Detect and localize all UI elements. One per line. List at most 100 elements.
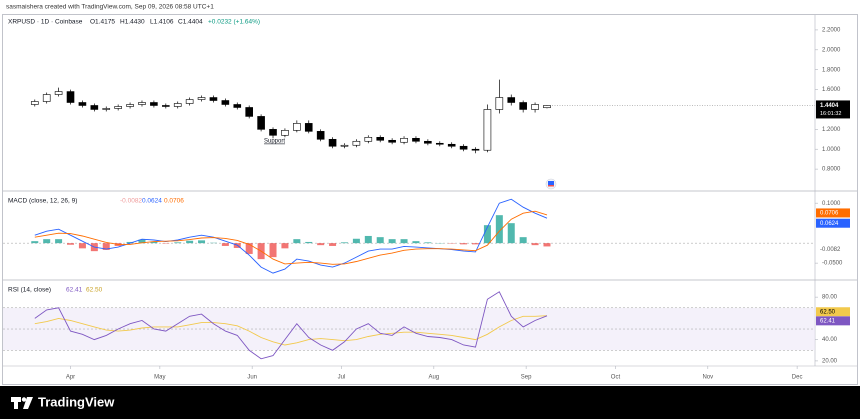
histogram-bar [67,243,75,245]
brand: TradingView [38,394,115,409]
legend-change: +0.0232 (+1.64%) [208,19,260,26]
candle-body [304,123,313,132]
candle-body [42,94,51,102]
histogram-bar [245,243,253,254]
candle-body [78,102,87,106]
histogram-bar [78,243,86,249]
histogram-bar [495,215,503,244]
footer-bar [0,386,860,419]
histogram-bar [43,239,51,244]
histogram-bar [31,241,39,244]
y-tick-label: 0.1000 [822,201,841,207]
candle-body [102,108,111,110]
legend-open: O1.4175 [90,19,115,26]
candle-body [412,137,420,142]
logo-part [23,397,33,409]
candle-body [173,103,182,107]
macd-title: MACD (close, 12, 26, 9) [8,198,77,205]
candle-body [340,144,349,147]
candle-body [519,102,527,110]
rsi-title: RSI (14, close) [8,287,51,294]
candle-body [197,97,206,100]
rsi-ma-tag-bg [816,307,850,317]
candle-body [281,130,289,136]
histogram-bar [186,240,194,244]
histogram-bar [352,238,360,244]
candle-body [114,106,122,109]
candle-body [388,139,396,143]
candle-body [531,104,539,110]
candle-body [459,145,468,150]
logo-part [21,397,27,402]
candle-body [543,105,551,109]
candle-body [209,97,218,101]
candle-body [54,91,63,95]
rsi-ma-legend-value: 62.50 [86,287,103,294]
symbol-title: XRPUSD · 1D · Coinbase [8,19,83,26]
rsi-line [34,291,548,360]
macd-tag-bg [816,218,850,228]
legend-low: L1.4106 [150,19,174,26]
histogram-bar [281,243,289,249]
histogram-bar [317,243,325,246]
histogram-bar [174,242,182,244]
histogram-bar [150,241,158,244]
histogram-bar [519,237,527,244]
candle-body [352,140,361,146]
y-tick-label: 0.8000 [822,167,841,173]
histogram-bar [364,235,372,244]
y-tick-label: 1.0000 [822,147,841,153]
histogram-bar [483,225,491,244]
candle-body [364,137,373,142]
rsi-legend-value: 62.41 [66,287,83,294]
candle-body [328,138,337,147]
histogram-bar [293,239,301,244]
rsi-tag-bg [816,316,850,326]
y-tick-label: 2.2000 [822,27,841,33]
histogram-bar [543,243,551,247]
x-tick-label: Jun [247,375,257,381]
histogram-bar [198,240,206,244]
histogram-tag: -0.0082 [820,247,841,253]
candle-body [269,129,277,136]
histogram-bar [55,239,63,244]
histogram-bar [269,243,277,258]
signal-tag: 0.0706 [820,211,839,217]
countdown: 16:01:32 [820,111,841,117]
candle-body [185,99,194,104]
logo-part [14,397,18,409]
candle-body [138,102,146,105]
histogram-bar [221,243,229,246]
x-tick-label: May [154,375,165,381]
histogram-bar [472,243,480,245]
histogram-bar [102,243,110,250]
candle-body [424,140,432,144]
y-tick-label: -0.0500 [822,261,843,267]
histogram-bar [388,239,396,244]
candle-body [495,97,504,110]
candle-body [245,107,253,117]
candle-body [221,100,230,105]
y-tick-label: 2.0000 [822,47,841,53]
macd-tag: 0.0624 [820,221,839,227]
annotation: Support [264,139,285,145]
credit: sasmaishera created with TradingView.com… [6,4,214,11]
x-tick-label: Apr [66,375,75,381]
legend-high: H1.4430 [120,19,145,26]
candle-body [316,131,325,140]
macd-legend-value: -0.0082 [120,198,142,205]
y-tick-label: 1.8000 [822,67,841,73]
candle-body [257,116,265,130]
rsi-ma-tag: 62.50 [820,309,836,315]
candle-body [400,137,408,143]
candle-body [90,105,99,110]
histogram-bar [126,241,134,244]
x-tick-label: Dec [792,375,803,381]
x-tick-label: Oct [611,375,621,381]
candle-body [483,109,492,151]
candle-body [66,91,75,103]
x-tick-label: Sep [521,375,532,381]
candle-body [162,105,170,107]
candle-body [30,101,39,105]
